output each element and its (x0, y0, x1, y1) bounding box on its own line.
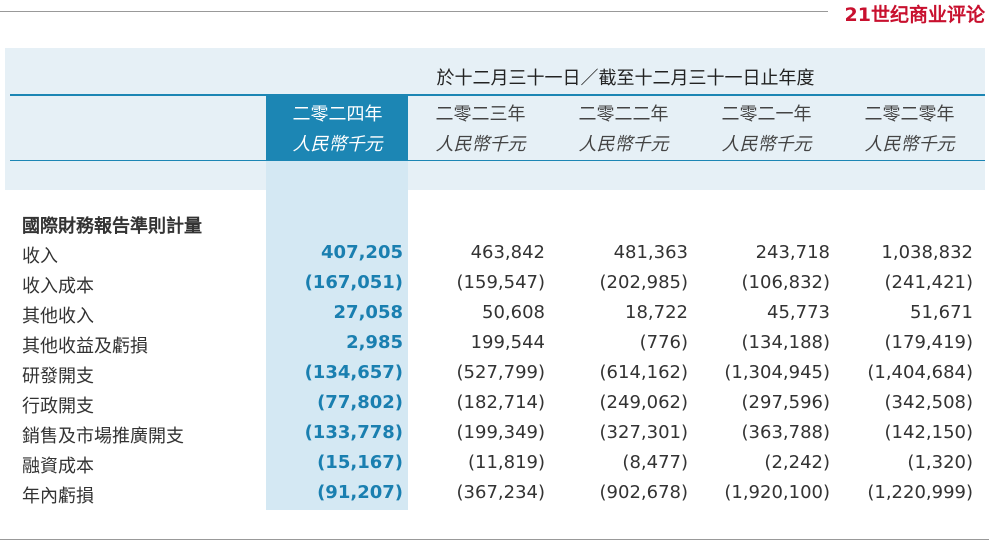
column-unit: 人民幣千元 (292, 134, 383, 155)
row-label: 收入成本 (22, 276, 94, 297)
header-rule (10, 160, 985, 161)
cell-value: (15,167) (317, 452, 403, 473)
row-label: 年內虧損 (22, 486, 94, 507)
cell-value: 18,722 (625, 302, 688, 323)
cell-value: (2,242) (764, 452, 830, 473)
column-unit: 人民幣千元 (864, 134, 955, 155)
cell-value: 1,038,832 (881, 242, 973, 263)
column-unit: 人民幣千元 (578, 134, 669, 155)
cell-value: (342,508) (884, 392, 973, 413)
cell-value: (77,802) (317, 392, 403, 413)
bottom-rule (0, 539, 989, 540)
cell-value: (327,301) (599, 422, 688, 443)
cell-value: (159,547) (456, 272, 545, 293)
cell-value: (202,985) (599, 272, 688, 293)
row-label: 融資成本 (22, 456, 94, 477)
cell-value: (1,404,684) (867, 362, 973, 383)
cell-value: (11,819) (467, 452, 545, 473)
cell-value: 27,058 (333, 302, 403, 323)
row-label: 銷售及市場推廣開支 (22, 426, 184, 447)
logo: 21世纪商业评论 (844, 4, 985, 26)
column-year: 二零二二年 (578, 104, 669, 125)
cell-value: (134,188) (741, 332, 830, 353)
cell-value: (182,714) (456, 392, 545, 413)
cell-value: (241,421) (884, 272, 973, 293)
row-label: 行政開支 (22, 396, 94, 417)
cell-value: (249,062) (599, 392, 688, 413)
cell-value: 199,544 (470, 332, 545, 353)
cell-value: 463,842 (470, 242, 545, 263)
cell-value: (134,657) (304, 362, 403, 383)
cell-value: (1,304,945) (724, 362, 830, 383)
cell-value: 407,205 (321, 242, 403, 263)
cell-value: (142,150) (884, 422, 973, 443)
column-year: 二零二四年 (292, 104, 383, 125)
cell-value: (199,349) (456, 422, 545, 443)
highlight-column (266, 94, 408, 510)
cell-value: (776) (639, 332, 688, 353)
cell-value: (614,162) (599, 362, 688, 383)
cell-value: 2,985 (346, 332, 403, 353)
cell-value: 50,608 (482, 302, 545, 323)
column-year: 二零二三年 (435, 104, 526, 125)
cell-value: (91,207) (317, 482, 403, 503)
column-unit: 人民幣千元 (721, 134, 812, 155)
cell-value: (1,220,999) (867, 482, 973, 503)
cell-value: 45,773 (767, 302, 830, 323)
highlight-header (266, 94, 408, 160)
column-year: 二零二一年 (721, 104, 812, 125)
cell-value: (106,832) (741, 272, 830, 293)
section-heading: 國際財務報告準則計量 (22, 216, 202, 237)
cell-value: (527,799) (456, 362, 545, 383)
row-label: 其他收益及虧損 (22, 336, 148, 357)
header-rule (10, 94, 985, 96)
cell-value: 51,671 (910, 302, 973, 323)
cell-value: 243,718 (755, 242, 830, 263)
cell-value: (167,051) (304, 272, 403, 293)
column-unit: 人民幣千元 (435, 134, 526, 155)
cell-value: (363,788) (741, 422, 830, 443)
row-label: 研發開支 (22, 366, 94, 387)
cell-value: (367,234) (456, 482, 545, 503)
cell-value: (902,678) (599, 482, 688, 503)
cell-value: (297,596) (741, 392, 830, 413)
cell-value: 481,363 (613, 242, 688, 263)
top-rule (0, 11, 828, 12)
cell-value: (133,778) (304, 422, 403, 443)
column-year: 二零二零年 (864, 104, 955, 125)
row-label: 收入 (22, 246, 58, 267)
cell-value: (1,920,100) (724, 482, 830, 503)
row-label: 其他收入 (22, 306, 94, 327)
cell-value: (1,320) (907, 452, 973, 473)
table-title: 於十二月三十一日／截至十二月三十一日止年度 (436, 68, 815, 89)
cell-value: (8,477) (622, 452, 688, 473)
header-panel (5, 48, 985, 190)
cell-value: (179,419) (884, 332, 973, 353)
